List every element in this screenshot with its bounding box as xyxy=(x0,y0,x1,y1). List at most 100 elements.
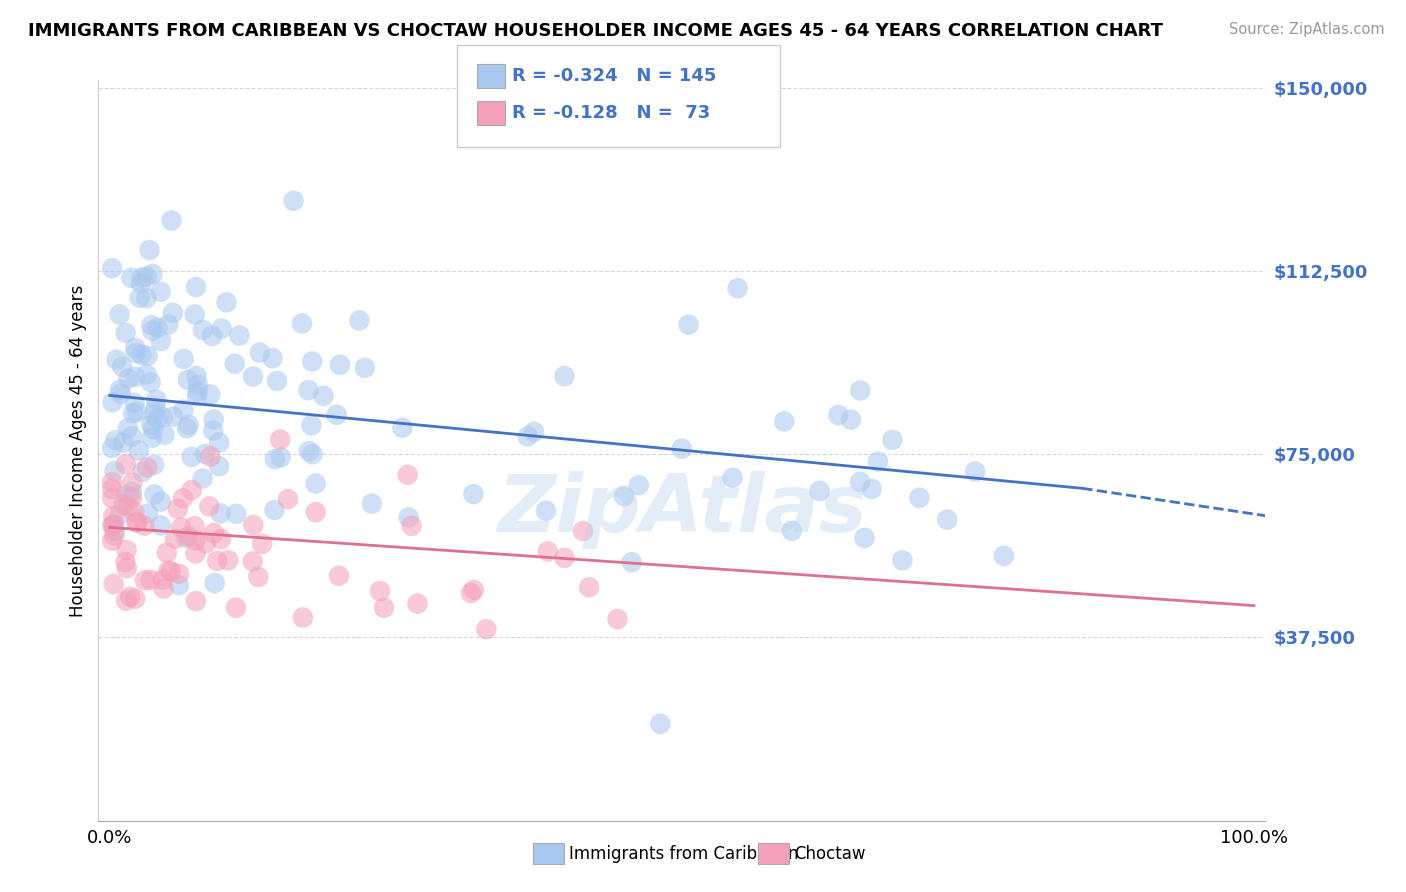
Point xyxy=(553,369,575,384)
Point xyxy=(270,450,292,465)
Point xyxy=(167,566,190,581)
Point xyxy=(111,359,134,374)
Point xyxy=(135,291,157,305)
Point xyxy=(117,421,139,435)
Point xyxy=(329,358,352,372)
Point xyxy=(121,491,143,505)
Point xyxy=(160,213,183,227)
Point xyxy=(134,574,156,588)
Point xyxy=(167,578,190,592)
Point xyxy=(180,483,202,497)
Point xyxy=(136,460,159,475)
Text: Source: ZipAtlas.com: Source: ZipAtlas.com xyxy=(1229,22,1385,37)
Point xyxy=(125,516,148,530)
Point xyxy=(125,346,148,360)
Point xyxy=(202,412,225,426)
Point xyxy=(145,401,167,415)
Point xyxy=(211,321,233,335)
Point xyxy=(849,475,872,489)
Point xyxy=(184,533,207,548)
Point xyxy=(671,442,693,456)
Point xyxy=(112,435,135,450)
Point xyxy=(606,612,628,626)
Y-axis label: Householder Income Ages 45 - 64 years: Householder Income Ages 45 - 64 years xyxy=(69,285,87,616)
Point xyxy=(201,329,224,343)
Point xyxy=(105,352,128,367)
Point xyxy=(183,519,205,533)
Point xyxy=(143,458,166,472)
Point xyxy=(184,280,207,294)
Point xyxy=(142,407,165,421)
Point xyxy=(141,318,163,332)
Point xyxy=(965,465,987,479)
Point xyxy=(627,478,650,492)
Point xyxy=(101,518,124,533)
Point xyxy=(202,526,225,541)
Point xyxy=(134,518,156,533)
Point xyxy=(108,508,131,522)
Point xyxy=(475,622,498,636)
Point xyxy=(242,554,264,568)
Point xyxy=(121,429,143,443)
Point xyxy=(172,491,194,506)
Point xyxy=(368,584,391,599)
Point xyxy=(250,537,273,551)
Point xyxy=(103,529,125,543)
Point xyxy=(115,561,138,575)
Point xyxy=(620,555,643,569)
Point xyxy=(101,261,124,276)
Point xyxy=(298,444,321,458)
Point xyxy=(170,520,193,534)
Point xyxy=(225,507,247,521)
Point xyxy=(678,318,700,332)
Point xyxy=(173,351,195,366)
Point xyxy=(353,360,375,375)
Point xyxy=(103,577,125,591)
Point xyxy=(162,306,184,320)
Point xyxy=(225,600,247,615)
Point xyxy=(176,421,198,435)
Point xyxy=(242,369,264,384)
Point xyxy=(537,544,560,558)
Point xyxy=(177,417,200,432)
Point xyxy=(153,428,176,442)
Point xyxy=(138,243,160,257)
Point xyxy=(139,573,162,587)
Point xyxy=(117,372,139,386)
Point xyxy=(184,594,207,608)
Point xyxy=(305,476,328,491)
Point xyxy=(101,441,124,455)
Point xyxy=(839,412,862,426)
Text: ZipAtlas: ZipAtlas xyxy=(496,471,868,549)
Point xyxy=(124,591,146,606)
Point xyxy=(198,500,221,514)
Point xyxy=(194,447,217,461)
Point xyxy=(304,505,326,519)
Point xyxy=(263,452,285,467)
Point xyxy=(269,433,291,447)
Point xyxy=(187,378,209,392)
Point xyxy=(174,531,197,545)
Point xyxy=(149,334,172,348)
Point xyxy=(180,450,202,464)
Point xyxy=(114,555,136,569)
Point xyxy=(187,384,209,399)
Point xyxy=(191,323,214,337)
Point xyxy=(301,354,323,368)
Point xyxy=(110,386,132,401)
Point xyxy=(242,518,264,533)
Point xyxy=(277,492,299,507)
Point xyxy=(141,431,163,445)
Point xyxy=(200,450,222,464)
Point xyxy=(228,328,250,343)
Text: R = -0.128   N =  73: R = -0.128 N = 73 xyxy=(512,104,710,122)
Point xyxy=(463,487,485,501)
Point xyxy=(460,586,482,600)
Point xyxy=(152,582,174,596)
Point xyxy=(406,597,429,611)
Point xyxy=(172,402,194,417)
Point xyxy=(115,488,138,502)
Point xyxy=(108,307,131,321)
Point xyxy=(349,313,371,327)
Point xyxy=(578,580,600,594)
